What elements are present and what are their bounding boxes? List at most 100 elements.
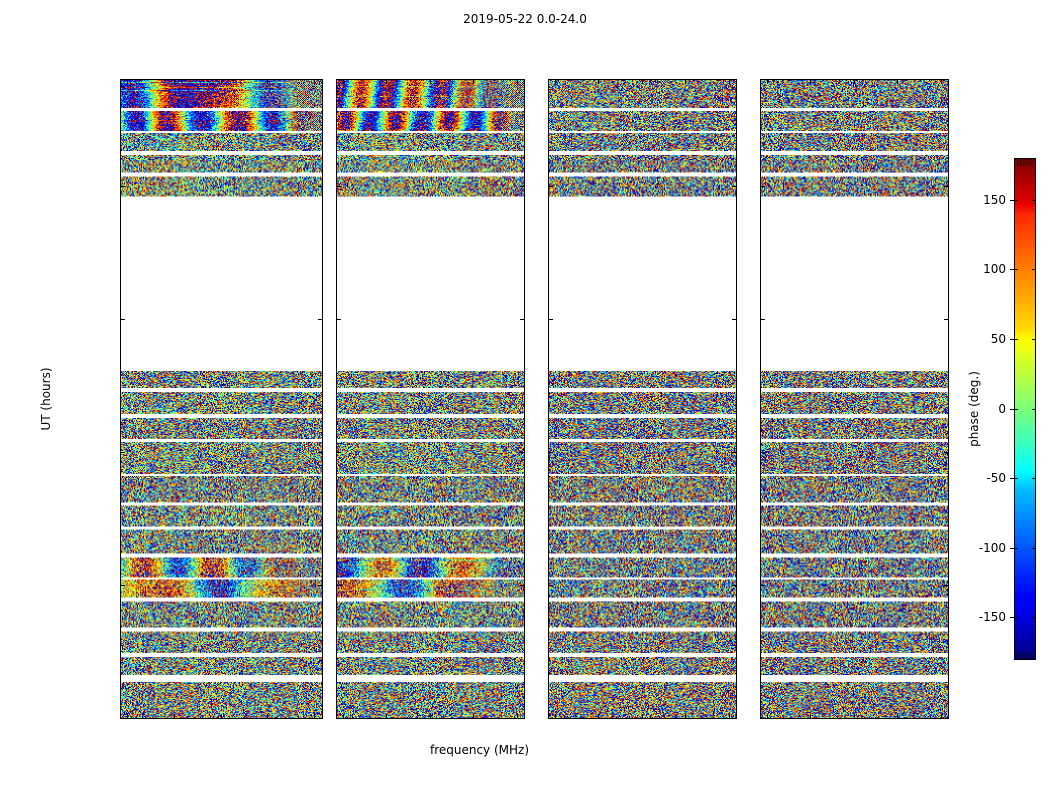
y-axis-tick-inner-right [318, 186, 322, 187]
y-axis-tick-inner-right [944, 186, 948, 187]
waterfall-image-xx [121, 80, 322, 718]
x-axis-tick-inner-top [343, 80, 344, 84]
x-axis-tick [314, 718, 315, 719]
y-axis-tick-right [322, 585, 323, 586]
panel-xy[interactable]: XY, V0*V6=EA20*EA19 05101520320335350365… [548, 79, 737, 719]
y-axis-tick-inner-right [520, 718, 524, 719]
y-axis-tick-inner-right [732, 452, 736, 453]
colorbar-tick-label: -150 [978, 610, 1006, 624]
x-axis-tick [598, 718, 599, 719]
colorbar-tick-inner [1014, 548, 1018, 549]
x-axis-tick [810, 718, 811, 719]
y-axis-tick-inner [549, 319, 553, 320]
y-axis-tick-inner [549, 718, 553, 719]
colorbar-tick-inner [1014, 478, 1018, 479]
x-axis-tick-inner [767, 714, 768, 718]
y-axis-tick-inner [761, 452, 765, 453]
x-axis-tick-inner [517, 714, 518, 718]
x-axis-tick [127, 718, 128, 719]
y-axis-tick-inner [337, 319, 341, 320]
panel-yx[interactable]: YX, V0*V6=EA20*EA19 05101520320335350365… [760, 79, 949, 719]
x-axis-tick [729, 718, 730, 719]
colorbar-tick [1010, 617, 1014, 618]
y-axis-tick-inner [761, 319, 765, 320]
x-axis-tick-inner-top [221, 80, 222, 84]
y-axis-tick-right [524, 718, 525, 719]
x-axis-tick [430, 718, 431, 719]
colorbar-tick [1010, 478, 1014, 479]
colorbar-tick-label: -100 [978, 541, 1006, 555]
y-axis-tick-inner-right [520, 452, 524, 453]
y-axis-tick-right [736, 585, 737, 586]
x-axis-tick-inner [343, 714, 344, 718]
y-axis-tick-right [736, 718, 737, 719]
x-axis-tick [555, 718, 556, 719]
y-axis-tick-inner-right [520, 186, 524, 187]
x-axis-tick [685, 718, 686, 719]
colorbar-tick-inner-right [1032, 548, 1036, 549]
y-axis-tick-inner [121, 319, 125, 320]
colorbar-tick-inner-right [1032, 617, 1036, 618]
x-axis-tick-inner-top [174, 80, 175, 84]
y-axis-tick-inner [549, 186, 553, 187]
y-axis-tick-inner-right [318, 585, 322, 586]
y-axis-tick-right [948, 319, 949, 320]
y-axis-tick-inner-right [944, 319, 948, 320]
x-axis-tick-inner-top [642, 80, 643, 84]
y-axis-tick-right [322, 452, 323, 453]
colorbar-tick-label: 50 [990, 332, 1006, 346]
colorbar[interactable]: 150 100 50 0 -50 -100 -150 [979, 158, 1036, 660]
y-axis-tick-inner [337, 452, 341, 453]
y-axis-tick-right [948, 452, 949, 453]
x-axis-tick-inner [473, 714, 474, 718]
y-axis-tick-inner-right [944, 585, 948, 586]
colorbar-tick-inner [1014, 269, 1018, 270]
colorbar-tick-inner [1014, 339, 1018, 340]
x-axis-tick-inner [810, 714, 811, 718]
x-axis-tick-inner-top [598, 80, 599, 84]
x-axis-tick-inner [897, 714, 898, 718]
colorbar-tick-label: -50 [986, 471, 1006, 485]
y-axis-tick-inner-right [944, 452, 948, 453]
y-axis-tick-inner [337, 186, 341, 187]
y-axis-tick-right [524, 585, 525, 586]
colorbar-tick-inner-right [1032, 339, 1036, 340]
y-axis-tick [760, 718, 761, 719]
waterfall-image-yx [761, 80, 948, 718]
x-axis-tick-inner [685, 714, 686, 718]
y-axis-tick-inner [761, 585, 765, 586]
y-axis-tick-inner [121, 718, 125, 719]
y-axis-tick-inner [761, 186, 765, 187]
colorbar-tick-inner [1014, 409, 1018, 410]
colorbar-tick [1010, 409, 1014, 410]
colorbar-tick [1010, 548, 1014, 549]
y-axis-tick-inner [549, 452, 553, 453]
x-axis-tick-inner [598, 714, 599, 718]
panel-yy[interactable]: YY, V0*V6=EA20*EA19 05101520320335350365… [336, 79, 525, 719]
y-axis-tick-right [322, 186, 323, 187]
x-axis-tick-inner-top [729, 80, 730, 84]
panel-xx[interactable]: XX, V0*V6=EA20*EA19 05101520320335350365… [120, 79, 323, 719]
x-axis-tick-inner [127, 714, 128, 718]
colorbar-tick-inner [1014, 617, 1018, 618]
colorbar-tick-label: 0 [998, 402, 1006, 416]
x-axis-tick [343, 718, 344, 719]
y-axis-tick-inner [549, 585, 553, 586]
y-axis-tick [120, 718, 121, 719]
colorbar-tick [1010, 339, 1014, 340]
y-axis-tick-inner [121, 585, 125, 586]
x-axis-tick-inner [386, 714, 387, 718]
x-axis-tick [221, 718, 222, 719]
y-axis-tick-inner-right [520, 585, 524, 586]
x-axis-tick [941, 718, 942, 719]
x-axis-label: frequency (MHz) [429, 743, 530, 757]
x-axis-tick-inner [267, 714, 268, 718]
y-axis-tick-inner-right [318, 452, 322, 453]
x-axis-tick [897, 718, 898, 719]
y-axis-tick [336, 718, 337, 719]
y-axis-tick-right [322, 718, 323, 719]
colorbar-tick-inner [1014, 200, 1018, 201]
x-axis-tick-inner-top [314, 80, 315, 84]
x-axis-tick-inner-top [810, 80, 811, 84]
